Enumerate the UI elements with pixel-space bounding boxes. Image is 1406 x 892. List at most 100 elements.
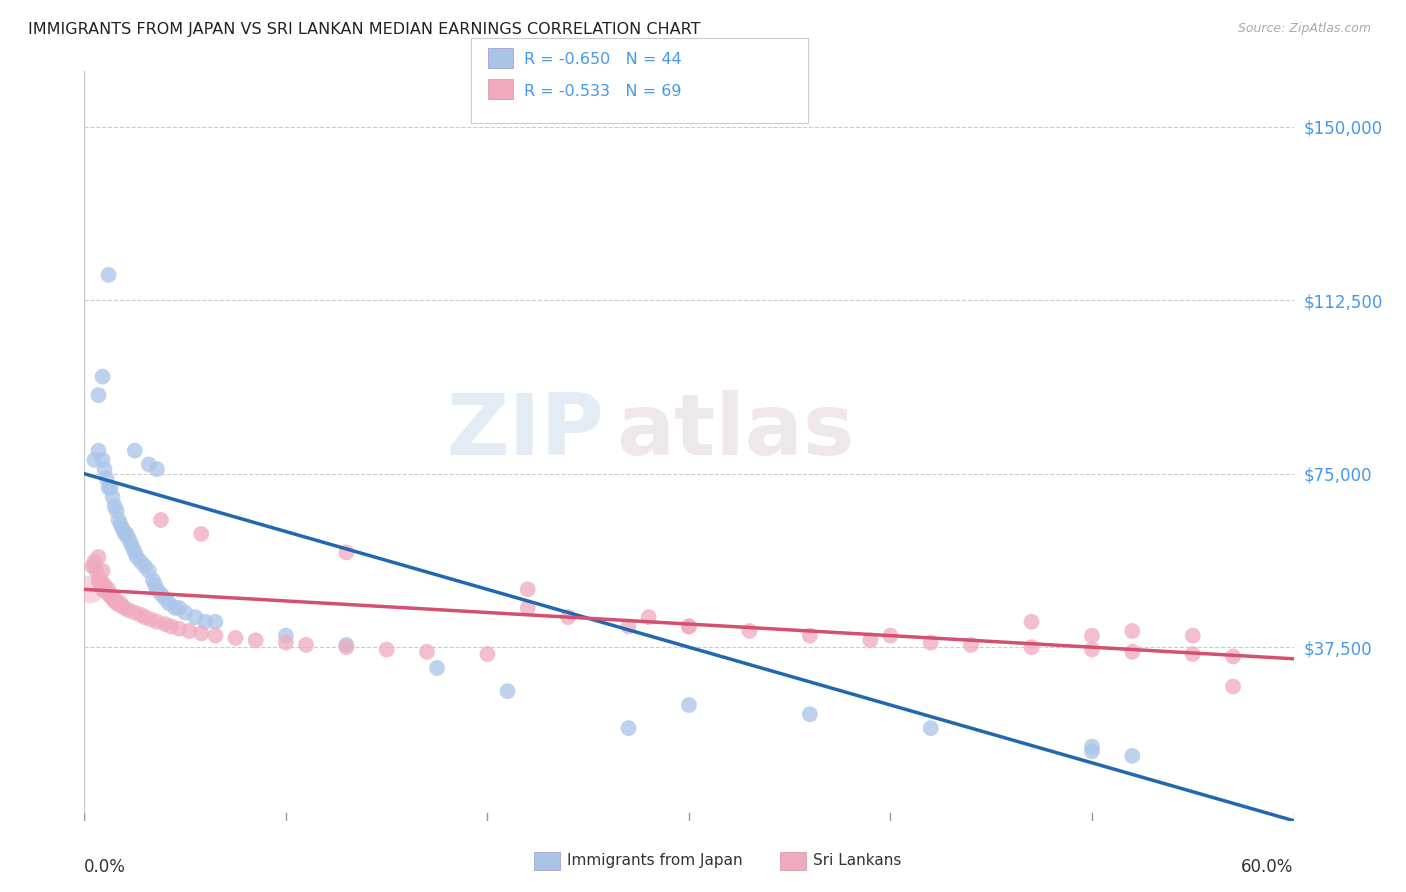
Point bbox=[134, 610, 156, 624]
Text: R = -0.650   N = 44: R = -0.650 N = 44 bbox=[524, 53, 682, 68]
Point bbox=[496, 684, 519, 698]
Point bbox=[335, 545, 357, 559]
Point bbox=[101, 591, 124, 606]
Point bbox=[104, 594, 127, 608]
Point bbox=[89, 573, 111, 587]
Point bbox=[121, 541, 143, 555]
Text: ZIP: ZIP bbox=[447, 390, 605, 473]
Point bbox=[83, 559, 105, 574]
Point bbox=[274, 629, 297, 643]
Point bbox=[100, 590, 122, 604]
Point bbox=[1081, 744, 1104, 758]
Point bbox=[1121, 624, 1143, 638]
Point bbox=[204, 615, 226, 629]
Point bbox=[91, 453, 114, 467]
Point bbox=[146, 462, 169, 476]
Point bbox=[153, 591, 176, 606]
Point bbox=[115, 527, 138, 541]
Point bbox=[335, 640, 357, 655]
Point bbox=[138, 458, 160, 472]
Point bbox=[111, 522, 134, 536]
Text: Immigrants from Japan: Immigrants from Japan bbox=[567, 854, 742, 868]
Point bbox=[295, 638, 318, 652]
Point bbox=[97, 587, 120, 601]
Point bbox=[678, 698, 700, 712]
Point bbox=[142, 573, 165, 587]
Point bbox=[225, 631, 247, 645]
Point bbox=[110, 517, 132, 532]
Point bbox=[477, 647, 499, 661]
Text: Source: ZipAtlas.com: Source: ZipAtlas.com bbox=[1237, 22, 1371, 36]
Point bbox=[516, 582, 538, 597]
Point bbox=[87, 573, 110, 587]
Text: IMMIGRANTS FROM JAPAN VS SRI LANKAN MEDIAN EARNINGS CORRELATION CHART: IMMIGRANTS FROM JAPAN VS SRI LANKAN MEDI… bbox=[28, 22, 700, 37]
Point bbox=[104, 499, 127, 513]
Point bbox=[190, 626, 212, 640]
Point bbox=[920, 635, 942, 649]
Point bbox=[105, 504, 128, 518]
Point bbox=[146, 615, 169, 629]
Point bbox=[678, 619, 700, 633]
Text: atlas: atlas bbox=[616, 390, 855, 473]
Point bbox=[859, 633, 882, 648]
Point bbox=[167, 600, 190, 615]
Point bbox=[1222, 649, 1244, 664]
Point bbox=[416, 645, 439, 659]
Point bbox=[426, 661, 449, 675]
Point bbox=[96, 471, 118, 485]
Point bbox=[118, 603, 141, 617]
Point bbox=[1021, 640, 1043, 655]
Point bbox=[104, 591, 127, 606]
Point bbox=[96, 584, 118, 599]
Point bbox=[1121, 645, 1143, 659]
Point bbox=[97, 481, 120, 495]
Point bbox=[738, 624, 761, 638]
Point bbox=[335, 638, 357, 652]
Point bbox=[91, 369, 114, 384]
Text: 60.0%: 60.0% bbox=[1241, 858, 1294, 876]
Point bbox=[637, 610, 659, 624]
Point bbox=[107, 513, 129, 527]
Point bbox=[174, 606, 197, 620]
Point bbox=[799, 707, 821, 722]
Point bbox=[149, 513, 172, 527]
Point bbox=[83, 555, 105, 569]
Point bbox=[87, 549, 110, 564]
Point bbox=[960, 638, 983, 652]
Point bbox=[194, 615, 217, 629]
Point bbox=[110, 596, 132, 610]
Point bbox=[82, 559, 104, 574]
Point bbox=[146, 582, 169, 597]
Point bbox=[1081, 739, 1104, 754]
Point bbox=[1181, 629, 1204, 643]
Point bbox=[678, 619, 700, 633]
Point bbox=[617, 619, 640, 633]
Point bbox=[83, 453, 105, 467]
Point bbox=[97, 268, 120, 282]
Point bbox=[1181, 647, 1204, 661]
Point bbox=[274, 635, 297, 649]
Point bbox=[138, 564, 160, 578]
Point bbox=[134, 559, 156, 574]
Text: R = -0.533   N = 69: R = -0.533 N = 69 bbox=[524, 84, 682, 99]
Point bbox=[89, 578, 111, 592]
Point bbox=[125, 549, 148, 564]
Point bbox=[375, 642, 398, 657]
Point bbox=[93, 462, 115, 476]
Point bbox=[101, 490, 124, 504]
Point bbox=[1222, 680, 1244, 694]
Point bbox=[114, 600, 136, 615]
Point bbox=[516, 600, 538, 615]
Point bbox=[86, 564, 108, 578]
Point bbox=[139, 612, 162, 626]
Point bbox=[179, 624, 201, 638]
Point bbox=[129, 607, 152, 622]
Point bbox=[799, 629, 821, 643]
Point bbox=[1081, 629, 1104, 643]
Point bbox=[124, 443, 146, 458]
Point bbox=[153, 617, 176, 632]
Point bbox=[149, 587, 172, 601]
Point bbox=[93, 578, 115, 592]
Point bbox=[114, 527, 136, 541]
Point bbox=[110, 599, 132, 613]
